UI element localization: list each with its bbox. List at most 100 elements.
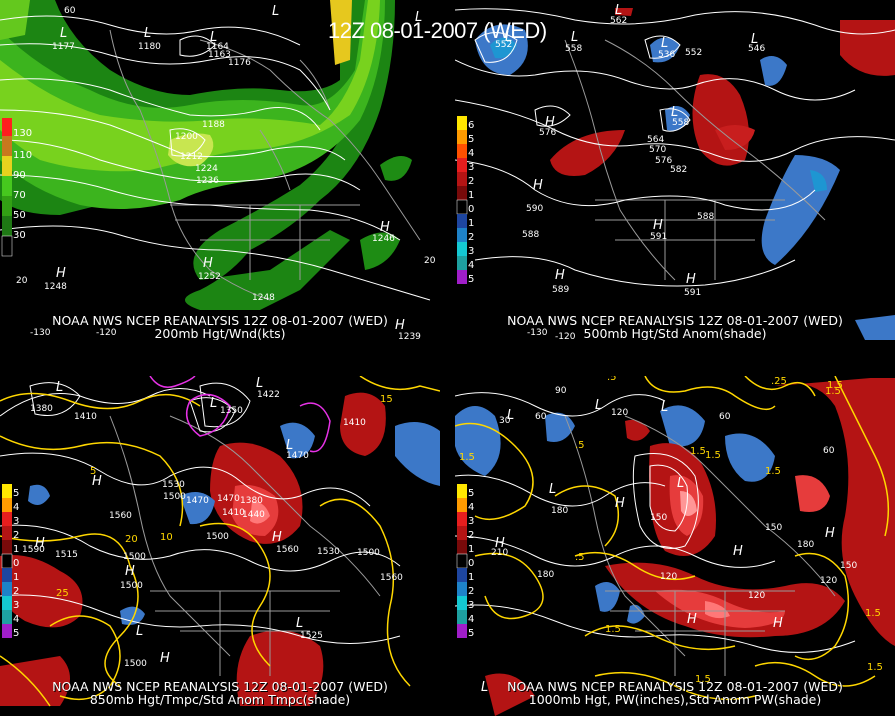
high-marker: H xyxy=(686,272,696,287)
height-label: 1177 xyxy=(52,42,75,52)
high-marker: H xyxy=(653,218,663,233)
high-marker: H xyxy=(773,616,783,631)
pw-label: .5 xyxy=(575,552,585,563)
panel-caption: NOAA NWS NCEP REANALYSIS 12Z 08-01-2007 … xyxy=(52,679,388,707)
panel-500mb: 6 5 4 3 2 1 0 1 2 3 4 5 562 552 558 536 … xyxy=(455,0,895,340)
height-label: 1246 xyxy=(372,234,395,244)
high-marker: H xyxy=(125,564,135,579)
pw-label: 1.5 xyxy=(865,608,881,619)
height-label: 570 xyxy=(649,145,667,155)
low-marker: L xyxy=(60,26,68,41)
height-label: 576 xyxy=(655,156,673,166)
height-label: 1470 xyxy=(286,451,309,461)
height-label: 562 xyxy=(610,16,628,26)
height-label: 1422 xyxy=(257,390,280,400)
high-marker: H xyxy=(555,268,565,283)
height-label: 1560 xyxy=(276,545,299,555)
pw-label: 1.5 xyxy=(695,674,711,685)
height-label: 1248 xyxy=(252,293,275,303)
low-marker: L xyxy=(481,680,489,695)
lat-label: 20 xyxy=(16,276,28,286)
height-label: 1500 xyxy=(123,552,146,562)
height-label: 1200 xyxy=(175,132,198,142)
panel-caption: NOAA NWS NCEP REANALYSIS 12Z 08-01-2007 … xyxy=(52,313,388,340)
low-marker: L xyxy=(136,624,144,639)
temp-label: 25 xyxy=(56,588,69,599)
height-label: 590 xyxy=(526,204,544,214)
low-marker: L xyxy=(210,30,218,45)
high-marker: H xyxy=(395,318,405,333)
height-label: 150 xyxy=(650,513,668,523)
height-label: 591 xyxy=(650,232,668,242)
height-label: 1500 xyxy=(124,659,147,669)
low-marker: L xyxy=(751,32,759,47)
panel-1000mb: 5 4 3 2 1 0 1 2 3 4 5 90 60 30 120 60 18… xyxy=(455,376,895,716)
high-marker: H xyxy=(272,530,282,545)
height-label: 1590 xyxy=(22,545,45,555)
colorbar-1000mb xyxy=(456,484,468,638)
colorbar-850mb xyxy=(1,484,13,638)
pw-label: 1.5 xyxy=(605,624,621,635)
high-marker: H xyxy=(56,266,66,281)
height-label: 1188 xyxy=(202,120,225,130)
pw-label: .25 xyxy=(771,376,787,387)
high-marker: H xyxy=(35,536,45,551)
height-label: 1224 xyxy=(195,164,218,174)
height-label: 1180 xyxy=(138,42,161,52)
height-label: 90 xyxy=(555,386,567,396)
height-label: 1212 xyxy=(180,152,203,162)
height-label: 1560 xyxy=(109,511,132,521)
page-title: 12Z 08-01-2007 (WED) xyxy=(328,18,547,43)
lon-label: -130 xyxy=(30,328,51,338)
high-marker: H xyxy=(92,474,102,489)
low-marker: L xyxy=(144,26,152,41)
pw-label: 1.5 xyxy=(690,446,706,457)
low-marker: L xyxy=(661,400,669,415)
height-label: 1410 xyxy=(74,412,97,422)
pw-label: 1.5 xyxy=(705,450,721,461)
height-label: 1163 xyxy=(208,50,231,60)
height-label: 120 xyxy=(748,591,766,601)
panel-200mb: 130 110 90 70 50 30 1177 1180 1164 1163 … xyxy=(0,0,440,340)
height-label: 552 xyxy=(495,40,513,50)
temp-label: 5 xyxy=(90,466,97,477)
high-marker: H xyxy=(533,178,543,193)
colorbar-200mb xyxy=(1,118,13,257)
height-label: 536 xyxy=(658,50,676,60)
height-label: 1515 xyxy=(55,550,78,560)
low-marker: L xyxy=(507,408,515,423)
panel-caption: NOAA NWS NCEP REANALYSIS 12Z 08-01-2007 … xyxy=(507,679,843,707)
panel-850mb: 5 4 3 2 1 0 1 2 3 4 5 1380 1410 1350 147… xyxy=(0,376,440,716)
low-marker: L xyxy=(296,616,304,631)
height-label: 1525 xyxy=(300,631,323,641)
height-label: 1350 xyxy=(220,406,243,416)
height-label: 1470 xyxy=(217,494,240,504)
height-label: 30 xyxy=(499,416,511,426)
pw-label: 1.5 xyxy=(827,380,843,391)
height-label: 180 xyxy=(797,540,815,550)
high-marker: H xyxy=(545,115,555,130)
high-marker: H xyxy=(687,612,697,627)
lon-label: -130 xyxy=(527,328,548,338)
lon-label: -120 xyxy=(555,332,576,340)
height-label: 180 xyxy=(537,570,555,580)
low-marker: L xyxy=(549,482,557,497)
height-label: 120 xyxy=(820,576,838,586)
height-label: 588 xyxy=(697,212,715,222)
height-label: 1239 xyxy=(398,332,421,340)
height-label: 1530 xyxy=(317,547,340,557)
height-label: 546 xyxy=(748,44,766,54)
low-marker: L xyxy=(286,438,294,453)
map-850mb xyxy=(0,376,440,707)
low-marker: L xyxy=(505,30,513,45)
height-label: 1560 xyxy=(380,573,403,583)
height-label: 1500 xyxy=(120,581,143,591)
height-label: 564 xyxy=(647,135,665,145)
high-marker: H xyxy=(160,651,170,666)
high-marker: H xyxy=(380,220,390,235)
height-label: 576 xyxy=(539,128,557,138)
low-marker: L xyxy=(615,3,623,18)
height-label: 150 xyxy=(765,523,783,533)
height-label: 1176 xyxy=(228,58,251,68)
map-200mb xyxy=(0,0,431,310)
